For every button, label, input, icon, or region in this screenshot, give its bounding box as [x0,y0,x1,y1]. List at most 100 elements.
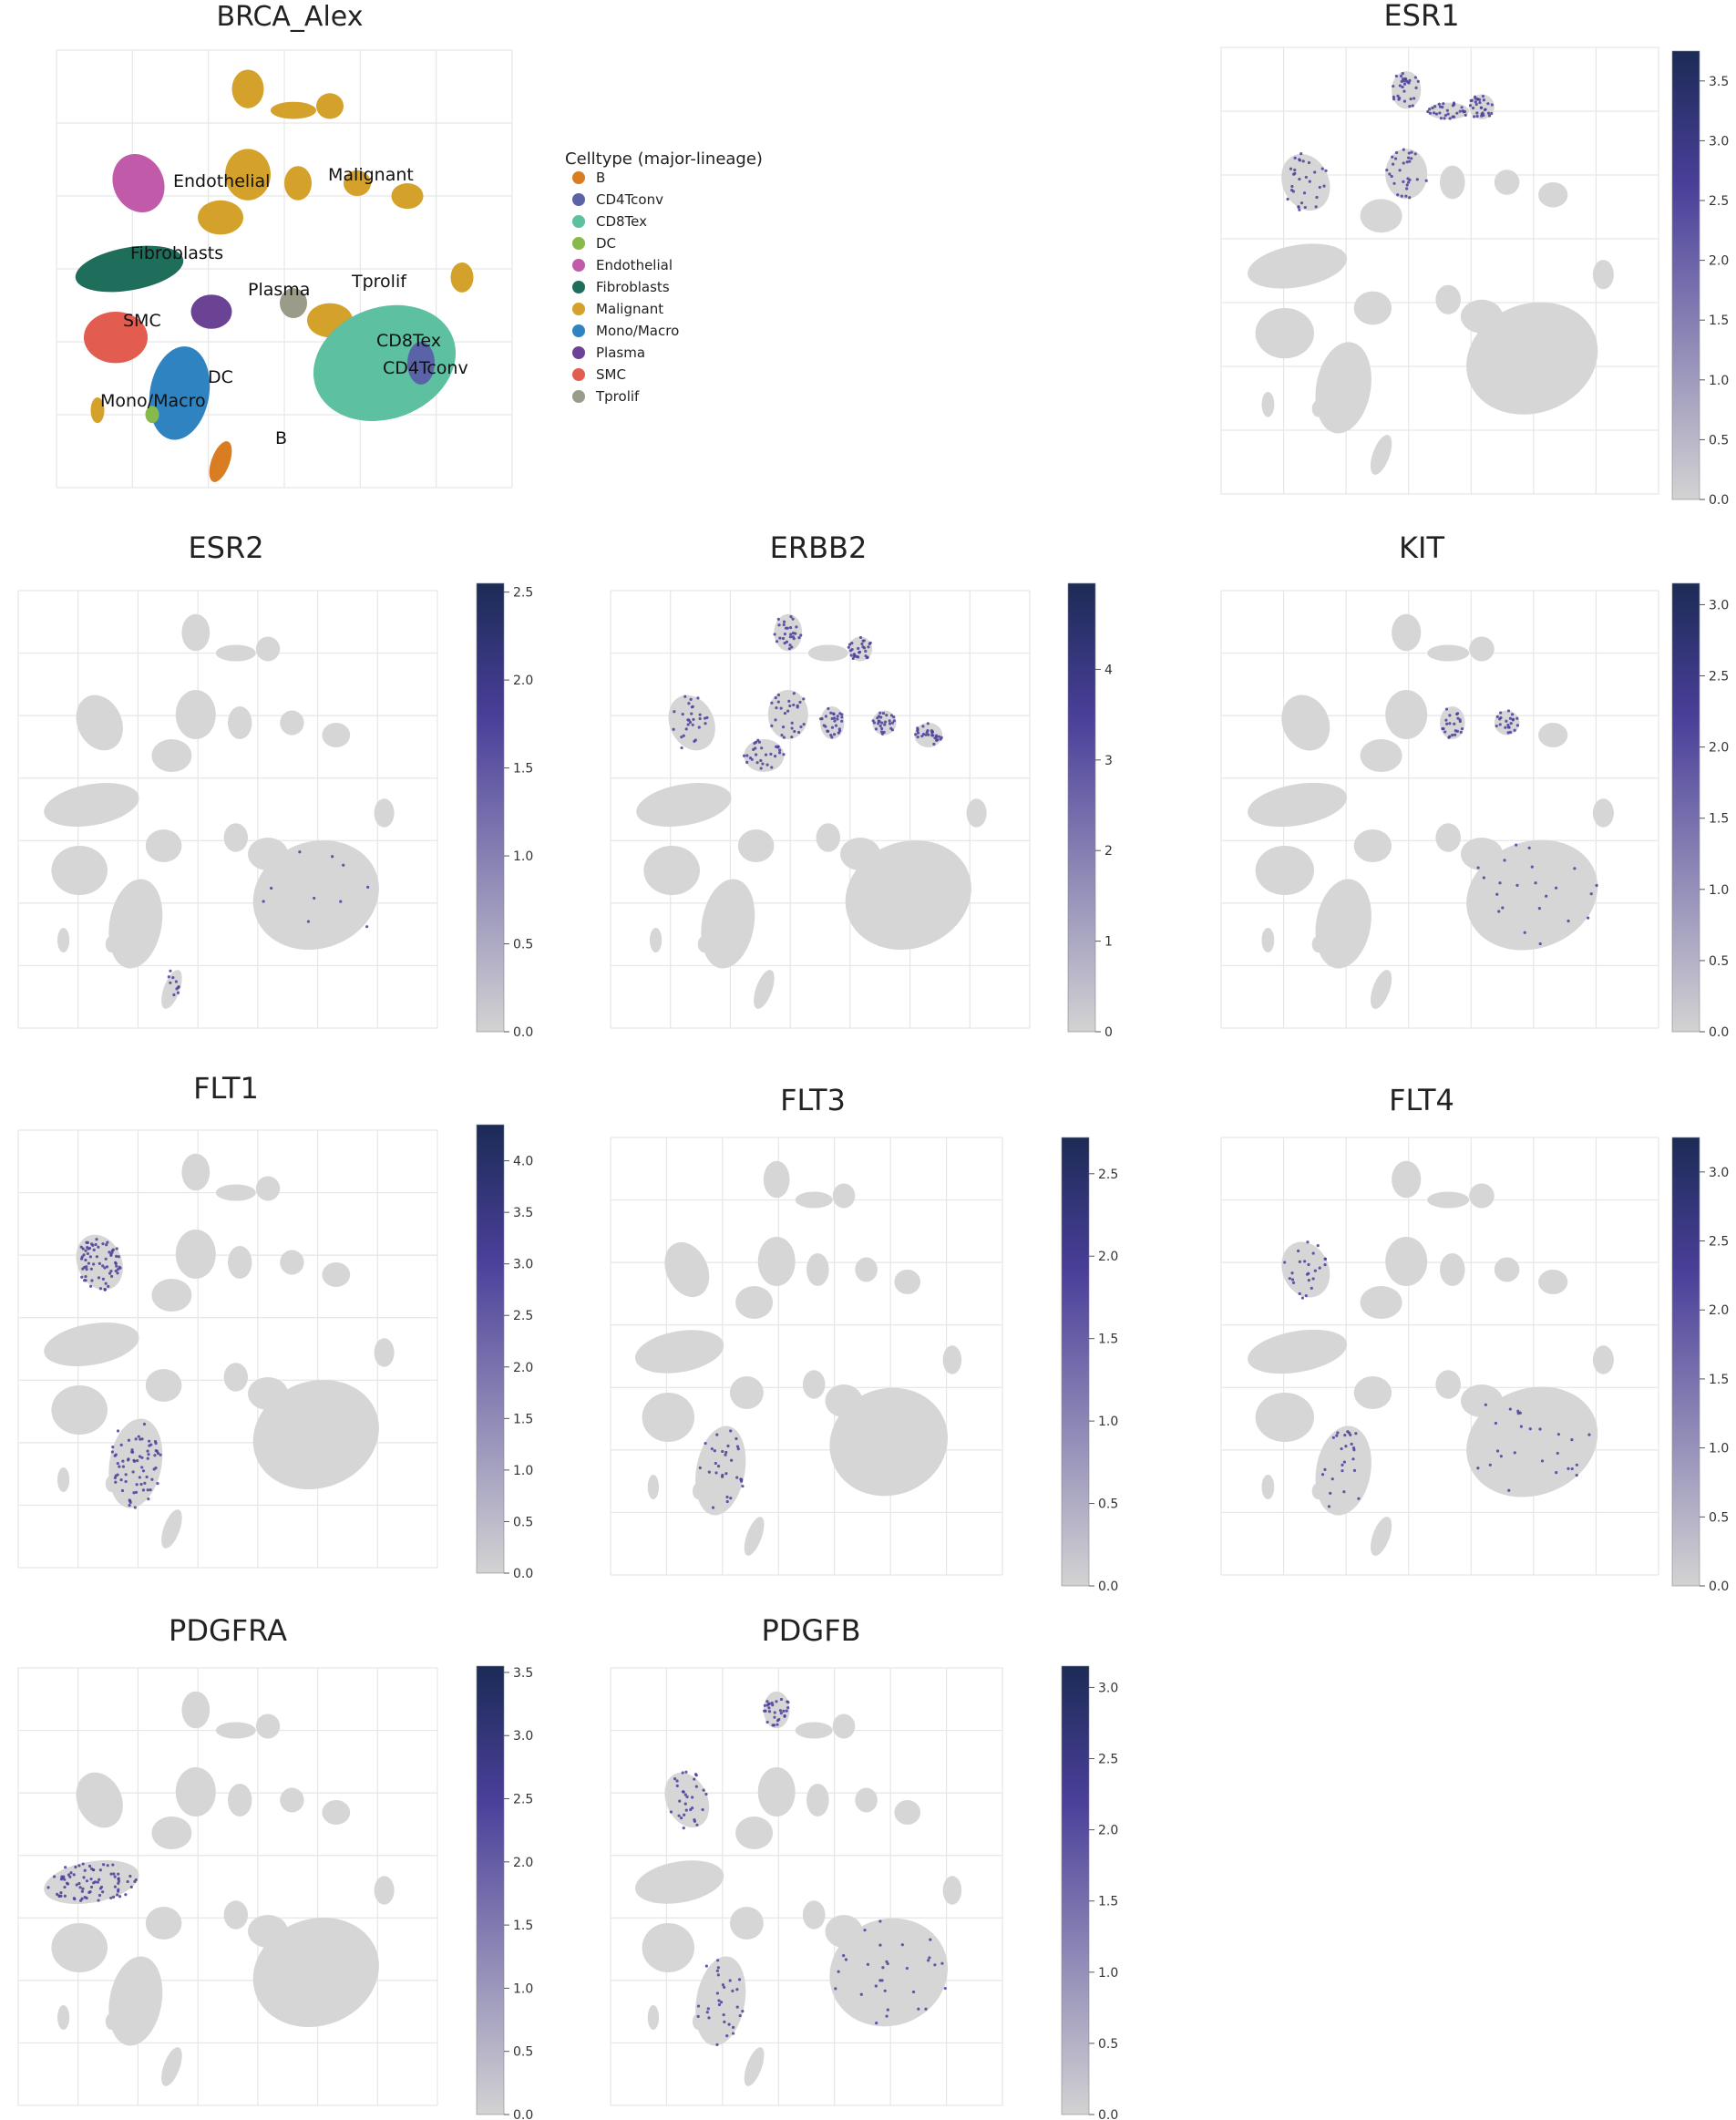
expressing-cell [880,721,884,725]
expressing-cell [1288,1277,1291,1281]
expressing-cell [711,1506,715,1509]
expressing-cell [1307,1279,1310,1282]
expressing-cell [713,1449,716,1453]
expressing-cell [149,1488,152,1492]
colorbar-tick-label: 2.5 [1098,1168,1118,1182]
expressing-cell [1573,867,1577,870]
colorbar-tick-label: 0.5 [513,1515,533,1529]
expressing-cell [847,643,852,646]
expressing-cell [174,980,178,983]
cell-cluster [145,829,182,862]
cell-cluster-malignant [271,101,316,119]
expressing-cell [1406,156,1411,160]
expressing-cell [92,1248,96,1251]
colorbar-tick-label: 4.0 [513,1155,533,1169]
expressing-cell [1411,104,1414,108]
expressing-cell [87,1261,90,1265]
expressing-cell [176,991,180,994]
expressing-cell [1431,106,1434,110]
expressing-cell [1476,1467,1480,1470]
expressing-cell [112,1872,116,1876]
cell-cluster [1281,695,1330,751]
expressing-cell [684,1770,688,1774]
expressing-cell [1452,101,1456,105]
cell-cluster [735,1286,774,1319]
cell-cluster-cd4tconv [407,341,435,385]
expressing-cell [716,1966,720,1970]
expressing-cell [1351,1446,1356,1450]
cell-cluster [215,1184,256,1201]
expressing-cell [724,1453,727,1456]
expressing-cell [86,1251,89,1256]
expressing-cell [92,1881,96,1885]
colorbar-tick-label: 3.0 [1709,598,1729,612]
expressing-cell [774,718,777,722]
colorbar-tick-label: 1.0 [1098,1415,1118,1429]
cell-cluster [695,1425,746,1516]
expressing-cell [704,722,707,726]
cell-cluster [255,1713,281,1739]
expressing-cell [134,1878,138,1882]
cell-cluster [1592,260,1614,290]
expressing-cell [1351,1457,1355,1461]
expressing-cell [1311,1277,1315,1281]
cell-cluster [108,1956,163,2046]
expressing-cell [737,1978,742,1981]
umap-points [610,1667,1003,2106]
expressing-cell [124,1473,128,1477]
expressing-cell [791,617,795,621]
expressing-cell [880,726,884,731]
expressing-cell [833,716,837,720]
cell-cluster [894,1800,921,1825]
expressing-cell [1587,916,1590,920]
expressing-cell [77,1864,81,1868]
expressing-cell [866,1962,869,1966]
panel-esr2: ESR2 0.0 0.5 1.0 1.5 2.0 2.5 [17,530,533,1040]
cell-cluster [151,739,192,772]
expressing-cell [115,1264,118,1268]
expressing-cell [1293,168,1297,172]
expressing-cell [686,723,690,726]
expressing-cell [114,1269,118,1273]
expressing-cell [1299,201,1304,205]
expressing-cell [1414,86,1418,90]
expressing-cell [886,2008,889,2012]
expressing-cell [1314,205,1318,209]
expressing-cell [934,736,939,739]
expressing-cell [917,2007,920,2011]
umap-points [610,590,1031,1029]
colorbar-tick-label: 2.5 [1709,670,1729,684]
cell-cluster [634,1330,724,1374]
cell-cluster [51,1923,108,1972]
expressing-cell [1507,1488,1511,1492]
cell-cluster [280,1787,304,1813]
colorbar-tick-label: 0.0 [513,1567,533,1581]
cell-cluster [692,2013,704,2030]
expressing-cell [1515,843,1518,847]
cell-cluster [744,1517,765,1556]
expressing-cell [690,712,693,715]
legend-marker [572,193,585,206]
colorbar [476,1665,505,2115]
cell-cluster [76,1772,123,1828]
expressing-cell [1510,713,1515,716]
expressing-cell [1415,178,1419,181]
cell-cluster [664,1241,710,1298]
expressing-cell [824,725,827,728]
expressing-cell [116,1268,120,1271]
expressing-cell [927,1959,930,1962]
expressing-cell [121,1459,125,1463]
expressing-cell [862,646,867,650]
expressing-cell [106,1864,109,1868]
expressing-cell [779,1711,783,1715]
expressing-cell [1410,150,1413,154]
cell-cluster [807,644,848,662]
umap-points [1220,1137,1659,1576]
expressing-cell [1396,193,1400,197]
cluster-label: Mono/Macro [100,391,206,411]
panel-brca-alex: Endothelial Malignant Fibroblasts Plasma Tpr… [56,1,763,489]
expressing-cell [98,1893,102,1898]
expressing-cell [1428,108,1432,111]
expressing-cell [108,1250,111,1254]
